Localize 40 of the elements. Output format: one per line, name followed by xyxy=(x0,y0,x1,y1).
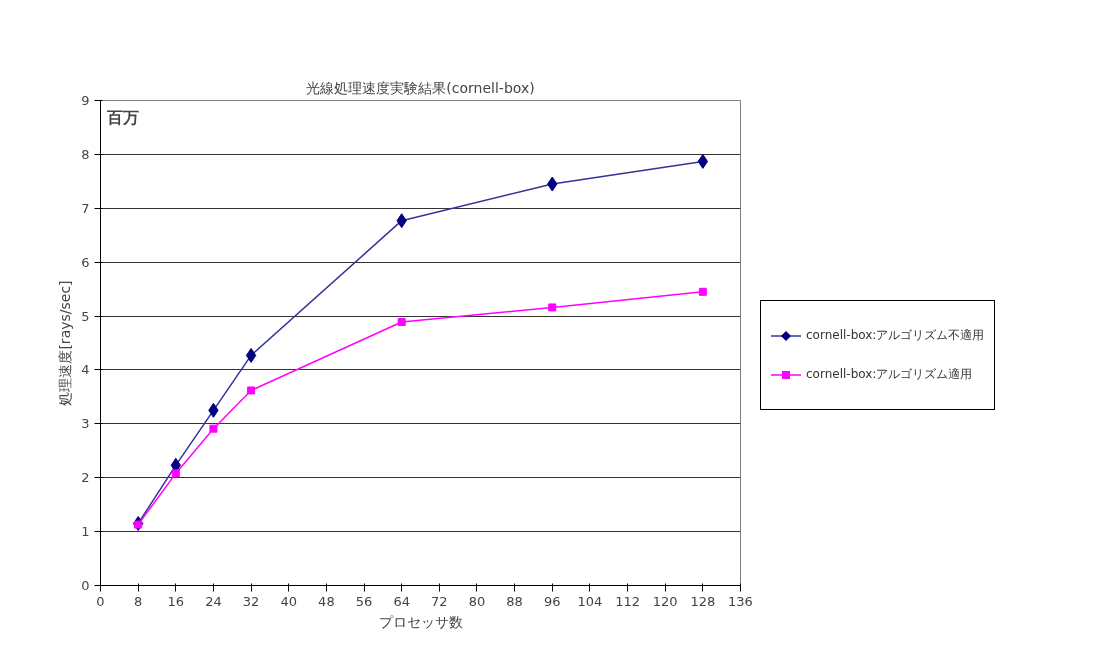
y-tick-label: 0 xyxy=(81,578,90,593)
y-tick-label: 8 xyxy=(81,146,90,162)
annotation: 百万 xyxy=(105,107,139,127)
y-tick-label: 1 xyxy=(81,524,90,540)
x-tick-label: 64 xyxy=(393,593,410,609)
x-tick-label: 24 xyxy=(205,593,222,609)
y-tick-label: 3 xyxy=(81,416,90,432)
x-tick-label: 56 xyxy=(355,593,373,609)
y-tick-label: 9 xyxy=(81,93,90,108)
point xyxy=(698,287,707,296)
point xyxy=(548,303,557,312)
point xyxy=(171,469,180,478)
legend-label: cornell-box:アルゴリズム適用 xyxy=(806,366,973,384)
x-tick-label: 16 xyxy=(167,593,185,609)
y-tick-label: 6 xyxy=(81,254,90,270)
x-tick-label: 120 xyxy=(652,593,678,609)
legend-label: cornell-box:アルゴリズム不適用 xyxy=(806,327,985,344)
x-tick-label: 112 xyxy=(615,593,640,609)
x-tick-label: 40 xyxy=(280,593,298,609)
x-tick-label: 128 xyxy=(690,593,716,609)
chart-title: 光線処理速度実験結果(cornell-box) xyxy=(306,79,535,96)
point xyxy=(247,386,256,395)
x-axis-title: プロセッサ数 xyxy=(378,613,463,630)
y-tick-label: 5 xyxy=(81,308,90,324)
x-tick-label: 72 xyxy=(431,593,448,609)
x-tick-label: 88 xyxy=(506,593,523,609)
point xyxy=(209,424,218,433)
y-tick-label: 2 xyxy=(81,470,90,486)
point xyxy=(397,317,406,326)
y-axis-title: 処理速度[rays/sec] xyxy=(57,280,74,406)
x-tick-label: 104 xyxy=(577,593,603,609)
x-tick-label: 0 xyxy=(96,593,105,609)
x-tick-label: 80 xyxy=(468,593,486,609)
y-tick-label: 4 xyxy=(81,362,90,378)
y-tick-label: 7 xyxy=(81,200,90,216)
x-tick-label: 32 xyxy=(242,593,260,609)
x-tick-label: 136 xyxy=(728,593,753,609)
x-tick-label: 48 xyxy=(318,593,335,609)
x-tick-label: 8 xyxy=(134,593,143,609)
x-tick-label: 96 xyxy=(543,593,561,609)
